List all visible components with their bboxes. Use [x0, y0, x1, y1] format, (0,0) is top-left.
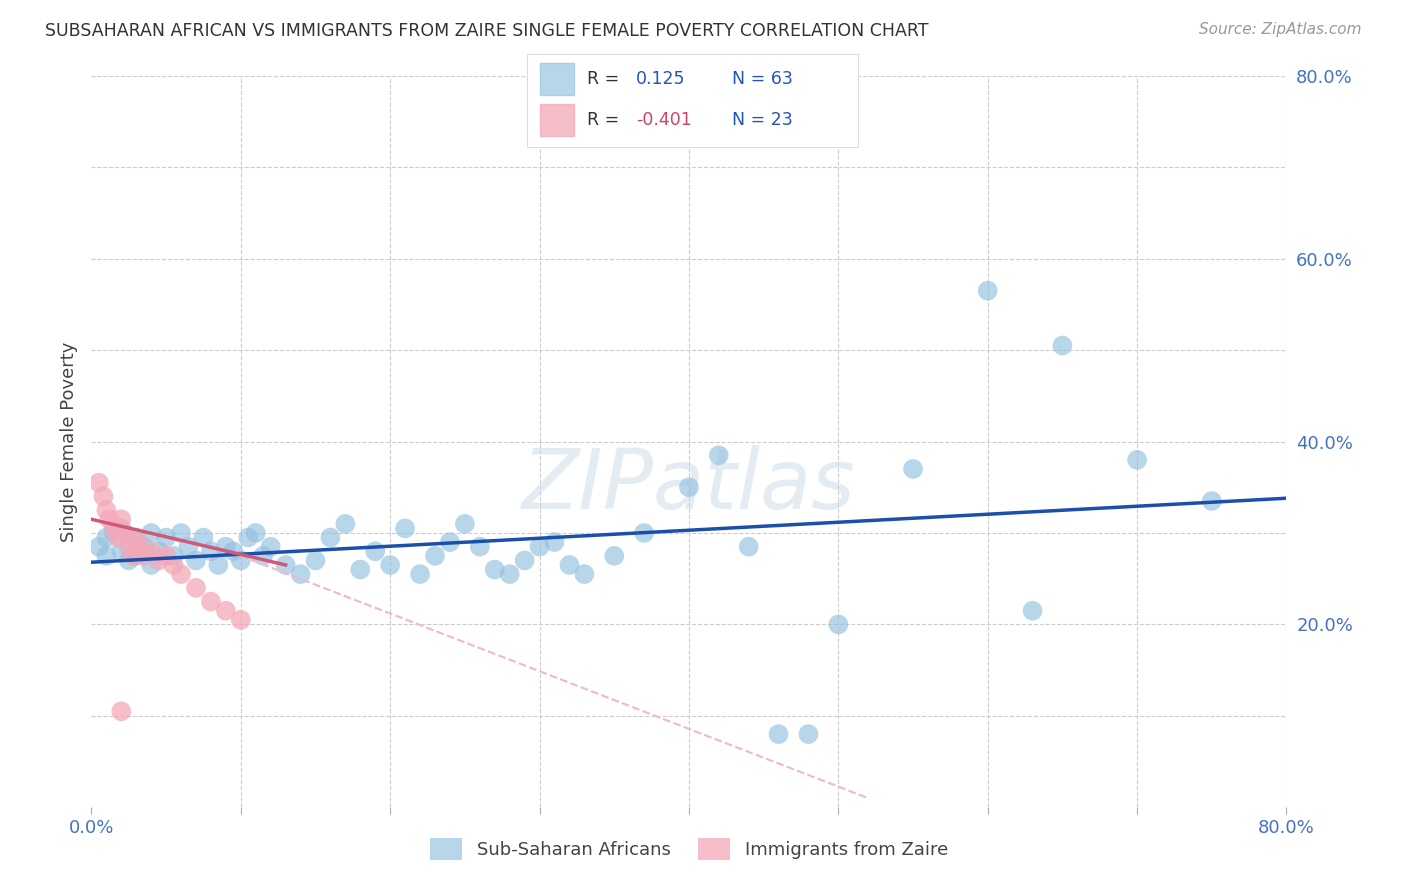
Point [513, 553, 536, 567]
Point [118, 553, 141, 567]
Point [574, 567, 596, 582]
Point [125, 531, 148, 545]
Point [141, 544, 163, 558]
Point [304, 553, 326, 567]
Point [215, 540, 238, 554]
Point [177, 540, 200, 554]
Point [499, 567, 522, 582]
Point [155, 531, 177, 545]
Point [529, 540, 551, 554]
Point [148, 553, 170, 567]
Text: -0.401: -0.401 [637, 111, 692, 129]
Point [96, 503, 118, 517]
Point [148, 544, 170, 558]
Point [103, 521, 125, 535]
Point [222, 544, 245, 558]
Point [110, 512, 132, 526]
Point [259, 540, 281, 554]
Text: R =: R = [586, 111, 624, 129]
Point [87, 540, 110, 554]
Bar [540, 104, 574, 136]
Point [162, 558, 184, 572]
Point [132, 549, 155, 563]
Point [207, 558, 229, 572]
Point [193, 531, 215, 545]
Point [132, 540, 155, 554]
Point [128, 540, 150, 554]
Point [349, 563, 371, 577]
Point [96, 531, 118, 545]
Text: Source: ZipAtlas.com: Source: ZipAtlas.com [1198, 22, 1361, 37]
Point [394, 521, 416, 535]
Point [93, 489, 115, 503]
Point [155, 549, 177, 563]
Point [901, 462, 924, 476]
Point [141, 558, 163, 572]
Point [170, 526, 193, 541]
Point [110, 521, 132, 535]
Point [96, 549, 118, 563]
Point [245, 526, 267, 541]
Point [107, 531, 129, 545]
Point [110, 704, 132, 718]
Point [797, 727, 820, 741]
Point [103, 526, 125, 541]
Legend: Sub-Saharan Africans, Immigrants from Zaire: Sub-Saharan Africans, Immigrants from Za… [423, 831, 955, 868]
Point [558, 558, 581, 572]
Point [112, 526, 135, 541]
Point [1201, 494, 1223, 508]
Point [409, 567, 432, 582]
Point [454, 516, 477, 531]
Point [364, 544, 387, 558]
Point [678, 480, 700, 494]
Text: N = 23: N = 23 [733, 111, 793, 129]
Point [141, 526, 163, 541]
Point [439, 535, 461, 549]
Point [976, 284, 998, 298]
Point [87, 475, 110, 490]
Point [122, 549, 145, 563]
Point [468, 540, 491, 554]
Point [125, 549, 148, 563]
Point [170, 567, 193, 582]
Point [162, 549, 184, 563]
Text: N = 63: N = 63 [733, 70, 793, 87]
Text: 0.125: 0.125 [637, 70, 686, 87]
Point [737, 540, 759, 554]
Point [335, 516, 357, 531]
Point [827, 617, 849, 632]
Point [200, 594, 222, 608]
Point [238, 531, 260, 545]
Point [1021, 604, 1043, 618]
Point [200, 544, 222, 558]
Point [380, 558, 402, 572]
Point [215, 604, 238, 618]
Point [229, 553, 252, 567]
Point [768, 727, 790, 741]
Point [484, 563, 506, 577]
Point [274, 558, 297, 572]
Point [633, 526, 655, 541]
Point [184, 553, 207, 567]
Text: ZIPatlas: ZIPatlas [522, 445, 856, 526]
Point [1052, 338, 1074, 352]
Point [98, 512, 121, 526]
Point [118, 540, 141, 554]
Y-axis label: Single Female Poverty: Single Female Poverty [59, 342, 77, 541]
Point [229, 613, 252, 627]
Text: SUBSAHARAN AFRICAN VS IMMIGRANTS FROM ZAIRE SINGLE FEMALE POVERTY CORRELATION CH: SUBSAHARAN AFRICAN VS IMMIGRANTS FROM ZA… [45, 22, 928, 40]
Point [110, 544, 132, 558]
Bar [540, 63, 574, 95]
Point [1126, 453, 1149, 467]
Point [319, 531, 342, 545]
Point [603, 549, 626, 563]
Point [290, 567, 312, 582]
Point [184, 581, 207, 595]
Text: R =: R = [586, 70, 624, 87]
Point [707, 448, 730, 462]
Point [125, 535, 148, 549]
Point [423, 549, 446, 563]
Point [252, 549, 274, 563]
Point [543, 535, 565, 549]
